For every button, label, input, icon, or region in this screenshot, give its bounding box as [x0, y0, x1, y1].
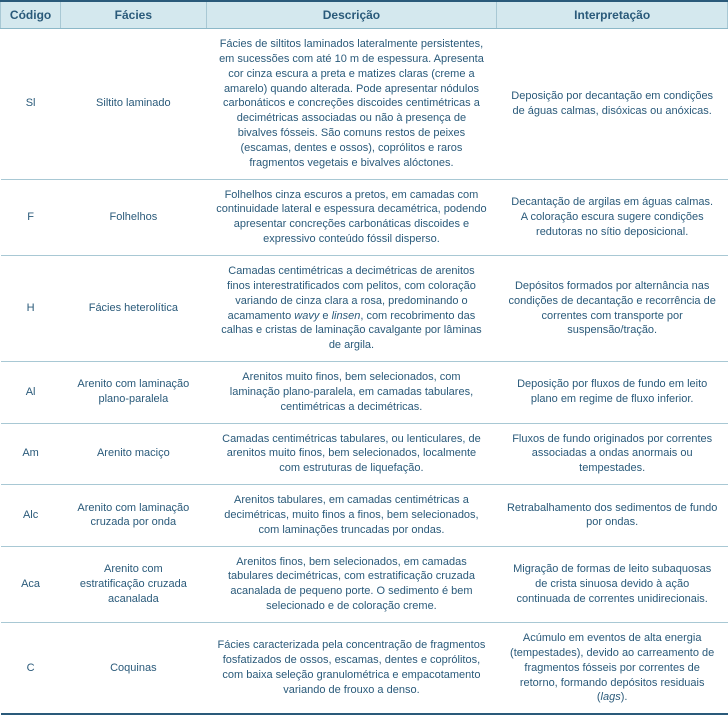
cell-descricao: Arenitos muito finos, bem selecionados, … — [206, 362, 497, 424]
cell-codigo: Aca — [1, 546, 61, 622]
cell-codigo: Alc — [1, 485, 61, 547]
cell-interpretacao: Deposição por decantação em condições de… — [497, 29, 728, 180]
cell-descricao: Fácies caracterizada pela concentração d… — [206, 623, 497, 715]
cell-codigo: Sl — [1, 29, 61, 180]
col-header-interpretacao: Interpretação — [497, 1, 728, 29]
cell-interpretacao: Depósitos formados por alternância nas c… — [497, 255, 728, 361]
cell-interpretacao: Retrabalhamento dos sedimentos de fundo … — [497, 485, 728, 547]
cell-descricao: Arenitos finos, bem selecionados, em cam… — [206, 546, 497, 622]
cell-codigo: F — [1, 179, 61, 255]
header-row: Código Fácies Descrição Interpretação — [1, 1, 728, 29]
cell-codigo: Al — [1, 362, 61, 424]
cell-interpretacao: Acúmulo em eventos de alta energia (temp… — [497, 623, 728, 715]
table-row: CCoquinasFácies caracterizada pela conce… — [1, 623, 728, 715]
table-body: SlSiltito laminadoFácies de siltitos lam… — [1, 29, 728, 715]
cell-facies: Fácies heterolítica — [61, 255, 206, 361]
table-row: HFácies heterolíticaCamadas centimétrica… — [1, 255, 728, 361]
cell-facies: Siltito laminado — [61, 29, 206, 180]
cell-descricao: Camadas centimétricas tabulares, ou lent… — [206, 423, 497, 485]
cell-facies: Arenito com laminação plano-paralela — [61, 362, 206, 424]
table-row: AcaArenito com estratificação cruzada ac… — [1, 546, 728, 622]
table-row: AmArenito maciçoCamadas centimétricas ta… — [1, 423, 728, 485]
cell-interpretacao: Decantação de argilas em águas calmas. A… — [497, 179, 728, 255]
cell-facies: Arenito com laminação cruzada por onda — [61, 485, 206, 547]
cell-facies: Folhelhos — [61, 179, 206, 255]
cell-interpretacao: Deposição por fluxos de fundo em leito p… — [497, 362, 728, 424]
cell-codigo: H — [1, 255, 61, 361]
col-header-descricao: Descrição — [206, 1, 497, 29]
cell-descricao: Camadas centimétricas a decimétricas de … — [206, 255, 497, 361]
cell-codigo: Am — [1, 423, 61, 485]
cell-descricao: Fácies de siltitos laminados lateralment… — [206, 29, 497, 180]
facies-table: Código Fácies Descrição Interpretação Sl… — [0, 0, 728, 715]
table-row: AlArenito com laminação plano-paralelaAr… — [1, 362, 728, 424]
table-row: AlcArenito com laminação cruzada por ond… — [1, 485, 728, 547]
cell-descricao: Arenitos tabulares, em camadas centimétr… — [206, 485, 497, 547]
table-row: SlSiltito laminadoFácies de siltitos lam… — [1, 29, 728, 180]
cell-descricao: Folhelhos cinza escuros a pretos, em cam… — [206, 179, 497, 255]
table-row: FFolhelhosFolhelhos cinza escuros a pret… — [1, 179, 728, 255]
col-header-codigo: Código — [1, 1, 61, 29]
cell-facies: Arenito com estratificação cruzada acana… — [61, 546, 206, 622]
col-header-facies: Fácies — [61, 1, 206, 29]
cell-interpretacao: Migração de formas de leito subaquosas d… — [497, 546, 728, 622]
cell-facies: Coquinas — [61, 623, 206, 715]
cell-codigo: C — [1, 623, 61, 715]
cell-interpretacao: Fluxos de fundo originados por correntes… — [497, 423, 728, 485]
cell-facies: Arenito maciço — [61, 423, 206, 485]
